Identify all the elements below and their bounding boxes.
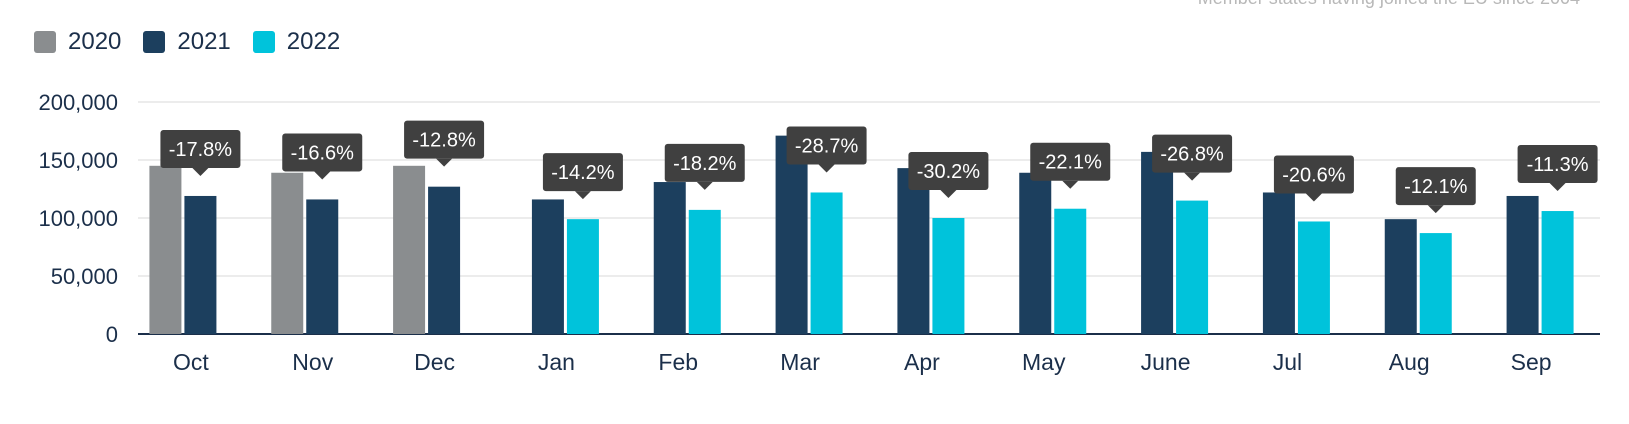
change-callout-pointer [1427,205,1444,214]
x-tick-label: June [1141,349,1191,375]
x-tick-label: Nov [292,349,333,375]
change-label: -20.6% [1282,164,1346,186]
change-label: -18.2% [673,153,737,175]
x-tick-label: Feb [658,349,698,375]
bar-2021-oct [184,195,217,334]
change-label: -11.3% [1527,154,1589,176]
bar-2021-jan [531,199,564,334]
bar-2022-june [1176,200,1209,334]
bar-2021-may [1019,172,1052,334]
change-label: -17.8% [169,139,233,161]
change-callout-box [1152,134,1233,173]
change-callout-pointer [940,190,957,198]
bar-2022-jan [566,219,599,334]
change-callout-box [664,143,745,182]
legend-item-2021: 2021 [143,28,231,56]
x-tick-label: Dec [414,349,455,375]
bar-2021-jul [1262,192,1295,334]
legend-label-2020: 2020 [68,28,122,55]
y-tick-label: 100,000 [38,206,118,231]
bar-2021-mar [775,135,808,334]
legend-item-2020: 2020 [34,28,121,56]
x-tick-label: Mar [780,349,820,375]
y-tick-label: 200,000 [38,90,118,115]
legend-swatch-2022 [252,31,275,53]
bar-2022-aug [1419,233,1452,334]
change-callout-box [1273,155,1354,194]
change-callout-box [1030,142,1111,181]
x-tick-label: Apr [904,349,940,375]
bar-2022-jul [1297,221,1330,334]
change-callout-pointer [574,191,591,200]
change-label: -22.1% [1039,152,1103,174]
y-tick-label: 50,000 [51,264,118,289]
change-label: -26.8% [1160,144,1224,166]
bar-2021-feb [653,182,686,334]
bar-2021-aug [1384,219,1417,334]
legend-item-2022: 2022 [252,28,341,56]
change-callout-pointer [696,181,713,190]
x-tick-label: Oct [173,349,209,375]
change-callout-box [1517,145,1598,184]
bar-2021-dec [428,186,461,334]
bar-2022-may [1054,208,1087,334]
y-tick-label: 0 [106,322,118,347]
change-callout-pointer [818,164,835,173]
change-callout-pointer [1062,180,1079,189]
change-callout-pointer [1549,183,1566,192]
change-label: -12.8% [412,130,476,152]
legend-swatch-2020 [34,31,56,53]
bar-2020-nov [271,172,304,334]
change-callout-box [786,126,867,165]
bar-2022-sep [1541,211,1574,334]
change-label: -28.7% [795,135,859,157]
change-callout-pointer [314,171,331,180]
change-label: -16.6% [291,142,355,164]
change-callout-box [404,120,485,159]
bar-2020-oct [149,165,182,334]
change-callout-pointer [1184,172,1201,181]
bar-2022-feb [688,209,721,334]
bar-2022-apr [932,218,965,334]
change-label: -30.2% [917,161,981,183]
legend-swatch-2021 [143,31,166,53]
x-tick-label: Jan [538,349,575,375]
change-callout-pointer [192,167,209,176]
change-callout-pointer [436,158,453,167]
x-tick-label: Jul [1273,349,1302,375]
bar-2021-sep [1506,195,1539,334]
change-callout-box [160,129,241,168]
chart-subtitle: Member states having joined the EU since… [1000,0,1580,9]
change-callout-box [542,153,623,192]
change-callout-box [908,152,989,190]
change-callout-box [1395,167,1476,206]
bar-2020-dec [393,165,426,334]
legend-label-2021: 2021 [177,28,231,55]
x-tick-label: Sep [1511,349,1552,375]
change-callout-box [282,133,363,172]
bar-2021-nov [306,199,339,334]
legend: 2020 2021 2022 [34,28,362,56]
x-tick-label: Aug [1389,349,1430,375]
bar-2021-june [1141,151,1174,334]
bar-2022-mar [810,192,843,334]
change-callout-pointer [1305,193,1322,202]
y-tick-label: 150,000 [38,148,118,173]
x-tick-label: May [1022,349,1066,375]
change-label: -12.1% [1404,176,1468,198]
bar-2021-apr [897,168,930,334]
legend-label-2022: 2022 [286,28,341,55]
change-label: -14.2% [551,162,615,184]
